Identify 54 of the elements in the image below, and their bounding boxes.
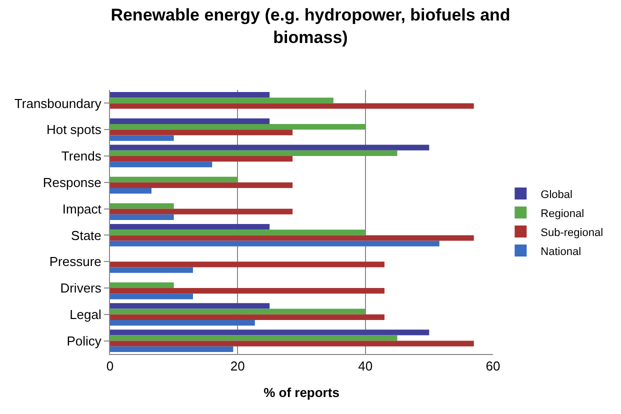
bar <box>110 130 293 136</box>
bar <box>110 214 174 220</box>
x-axis-title: % of reports <box>264 385 340 400</box>
bar <box>110 346 234 352</box>
legend-label: National <box>540 246 582 258</box>
bar <box>110 230 366 236</box>
bar <box>110 150 398 156</box>
x-tick-label: 40 <box>358 358 373 374</box>
x-tick-label: 60 <box>486 358 500 374</box>
y-tick-label: Legal <box>70 306 102 322</box>
y-tick-label: Trends <box>61 148 102 164</box>
bar <box>110 162 212 168</box>
bar <box>110 330 430 336</box>
bar <box>110 176 238 182</box>
bar <box>110 335 398 341</box>
y-tick-label: Transboundary <box>14 96 102 111</box>
y-tick-label: Hot spots <box>46 122 102 138</box>
bar <box>110 240 440 246</box>
bar <box>110 208 293 214</box>
chart-title: Renewable energy (e.g. hydropower, biofuels and biomass) <box>110 6 510 47</box>
bar <box>110 267 193 273</box>
bar <box>110 188 152 194</box>
bar <box>110 288 384 294</box>
y-tick-label: Response <box>42 174 102 190</box>
legend-label: Sub-regional <box>540 226 604 239</box>
y-tick-label: Drivers <box>60 280 102 296</box>
bar <box>110 308 366 314</box>
bar <box>110 92 270 98</box>
bar <box>110 144 430 150</box>
bar <box>110 203 174 209</box>
bar <box>110 262 384 268</box>
bar <box>110 320 255 326</box>
bar <box>110 282 174 288</box>
bar <box>110 98 334 104</box>
bar <box>110 224 270 230</box>
bar <box>110 156 293 162</box>
bar <box>110 124 366 130</box>
bar <box>110 118 270 124</box>
bar <box>110 340 474 346</box>
legend-label: Global <box>540 188 572 201</box>
y-tick-label: Impact <box>62 201 102 216</box>
bar <box>110 103 474 109</box>
y-tick-label: Pressure <box>49 254 102 270</box>
bar <box>110 314 384 320</box>
legend-label: Regional <box>540 208 584 220</box>
y-tick-label: Policy <box>66 333 102 348</box>
x-tick-label: 20 <box>230 358 245 374</box>
bar <box>110 294 193 300</box>
bar <box>110 235 474 241</box>
y-tick-label: State <box>71 228 102 243</box>
x-tick-label: 0 <box>106 358 114 374</box>
bar <box>110 135 174 141</box>
bar <box>110 303 270 309</box>
bar <box>110 182 293 188</box>
